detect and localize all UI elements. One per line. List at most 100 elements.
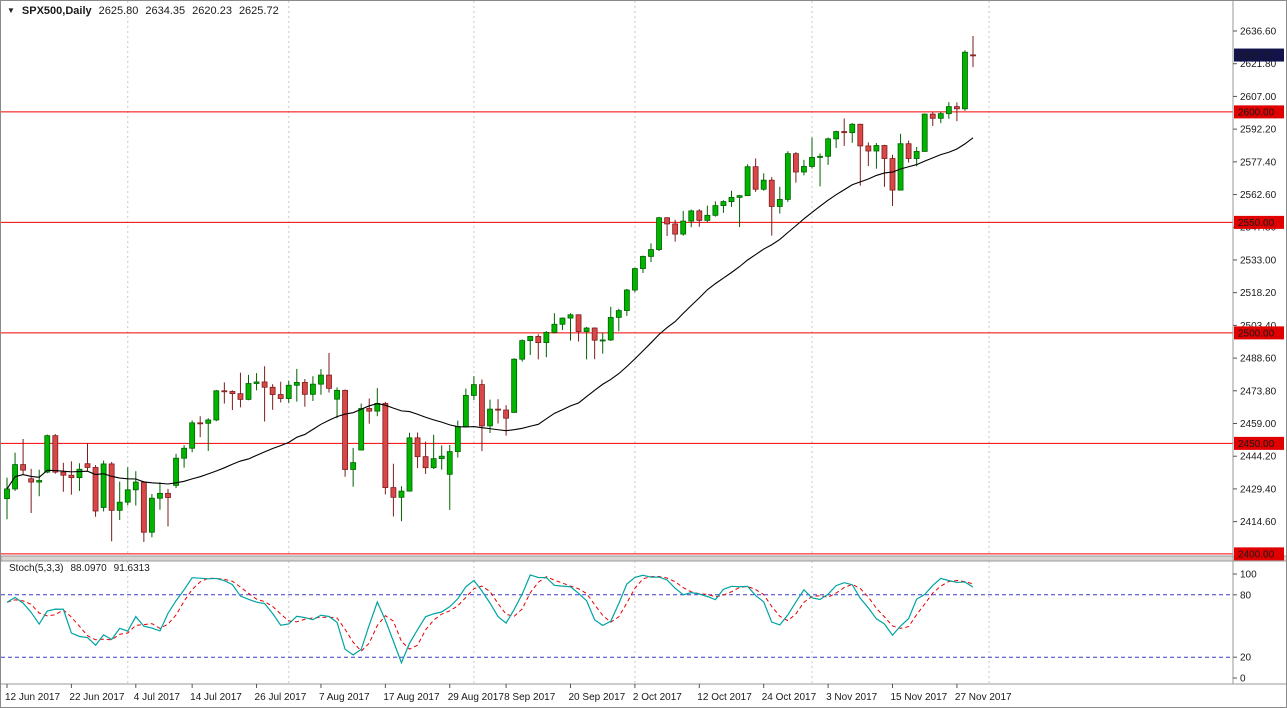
time-axis-label: 20 Sep 2017 (569, 692, 626, 703)
candle-body-down (857, 123, 864, 147)
candle-body-down (52, 435, 59, 473)
candle-body-up (809, 157, 815, 167)
candle-body-up (4, 488, 10, 500)
candle-body-down (752, 166, 759, 190)
candle-body-down (326, 374, 332, 389)
candle-body-up (543, 332, 550, 344)
time-axis-label: 15 Nov 2017 (891, 692, 948, 703)
price-axis-label: 2473.80 (1240, 386, 1277, 397)
candle-body-up (293, 381, 300, 386)
time-axis[interactable]: 12 Jun 2017 22 Jun 2017 4 Jul 2017 14 Jul 2… (5, 684, 1012, 703)
candle-body-up (551, 323, 558, 333)
time-axis-label: 17 Aug 2017 (383, 692, 440, 703)
candle-body-down (221, 390, 228, 393)
indicator-k-value: 88.0970 (70, 563, 107, 574)
price-level-label (1234, 547, 1284, 561)
candle-body-down (865, 145, 872, 152)
stoch-d-line (6, 576, 974, 652)
candle-body-up (350, 462, 357, 470)
time-axis-label: 8 Sep 2017 (504, 692, 556, 703)
candle-body-down (28, 478, 35, 483)
candle-body-down (60, 471, 67, 476)
candle-body-up (736, 195, 743, 198)
price-level-label-text: 2550.00 (1238, 218, 1275, 229)
candle-body-up (712, 205, 719, 216)
candlestick-series[interactable] (4, 35, 976, 542)
price-level-label-text: 2600.00 (1238, 107, 1275, 118)
price-level-label (1234, 326, 1284, 340)
candle-body-down (261, 381, 268, 388)
price-axis-label: 2636.60 (1240, 27, 1277, 38)
candle-body-up (173, 457, 179, 486)
candle-body-down (84, 463, 91, 468)
candle-body-down (414, 437, 421, 458)
candle-body-down (366, 408, 373, 412)
candle-body-down (165, 492, 171, 498)
ohlc-low: 2620.23 (192, 5, 232, 17)
candle-body-down (20, 464, 27, 471)
time-axis-label: 2 Oct 2017 (633, 692, 682, 703)
candle-body-up (132, 481, 139, 491)
candle-body-up (358, 408, 365, 451)
time-axis-label: 29 Aug 2017 (448, 692, 505, 703)
candle-body-up (100, 463, 107, 508)
candle-body-down (881, 145, 888, 159)
price-level-label (1234, 215, 1284, 229)
candle-body-up (309, 383, 316, 395)
candle-body-up (849, 123, 856, 134)
candle-body-up (962, 51, 968, 110)
panel-chrome (1, 1, 1287, 685)
candle-body-up (519, 340, 526, 360)
candle-body-up (720, 201, 727, 206)
time-axis-label: 24 Oct 2017 (762, 692, 817, 703)
horizontal-level-lines (1, 111, 1233, 658)
price-axis-label: 2562.60 (1240, 190, 1277, 201)
candle-body-up (181, 447, 188, 459)
price-level-label-text: 2500.00 (1238, 328, 1275, 339)
candle-body-up (511, 358, 518, 413)
candle-body-down (269, 386, 276, 395)
panel-divider[interactable] (1, 555, 1287, 562)
indicator-header: Stoch(5,3,3) 88.0970 91.6313 (9, 563, 150, 574)
candle-body-down (495, 408, 501, 411)
candle-body-down (664, 217, 670, 225)
candle-body-down (92, 467, 99, 512)
candle-body-down (422, 456, 429, 469)
candle-body-down (591, 327, 598, 341)
candle-body-down (229, 391, 236, 395)
candle-body-up (318, 374, 324, 385)
candle-body-up (897, 143, 904, 191)
price-axis-label: 2429.40 (1240, 484, 1277, 495)
price-axis[interactable]: 2636.60 2621.80 2607.00 2592.20 2577.40 2562.… (1233, 27, 1284, 561)
time-axis-label: 12 Oct 2017 (697, 692, 752, 703)
candle-body-up (487, 408, 493, 427)
candle-body-up (728, 197, 735, 203)
candle-body-up (744, 166, 751, 197)
candle-body-down (889, 158, 896, 191)
candle-body-up (825, 138, 831, 157)
candle-body-up (648, 249, 654, 257)
candle-body-up (833, 131, 840, 140)
price-axis-label: 2488.60 (1240, 354, 1277, 365)
candle-body-up (189, 422, 196, 449)
candle-body-up (124, 489, 131, 503)
candle-body-up (784, 153, 791, 200)
candle-body-up (873, 145, 880, 152)
symbol-dropdown-icon[interactable]: ▼ (7, 6, 15, 15)
candle-body-down (68, 474, 75, 479)
candle-body-down (841, 131, 848, 134)
candle-body-down (575, 314, 582, 332)
price-axis-label: 2533.00 (1240, 255, 1277, 266)
time-axis-label: 27 Nov 2017 (955, 692, 1012, 703)
candle-body-down (954, 106, 960, 110)
candle-body-up (285, 384, 292, 399)
price-axis-label: 2577.40 (1240, 157, 1277, 168)
price-axis-label: 2503.40 (1240, 321, 1277, 332)
candle-body-up (430, 458, 437, 469)
candle-body-up (462, 395, 469, 427)
ohlc-high: 2634.35 (145, 5, 186, 17)
time-axis-label: 3 Nov 2017 (826, 692, 878, 703)
candle-body-up (527, 336, 534, 342)
price-axis-label: 2444.20 (1240, 452, 1277, 463)
